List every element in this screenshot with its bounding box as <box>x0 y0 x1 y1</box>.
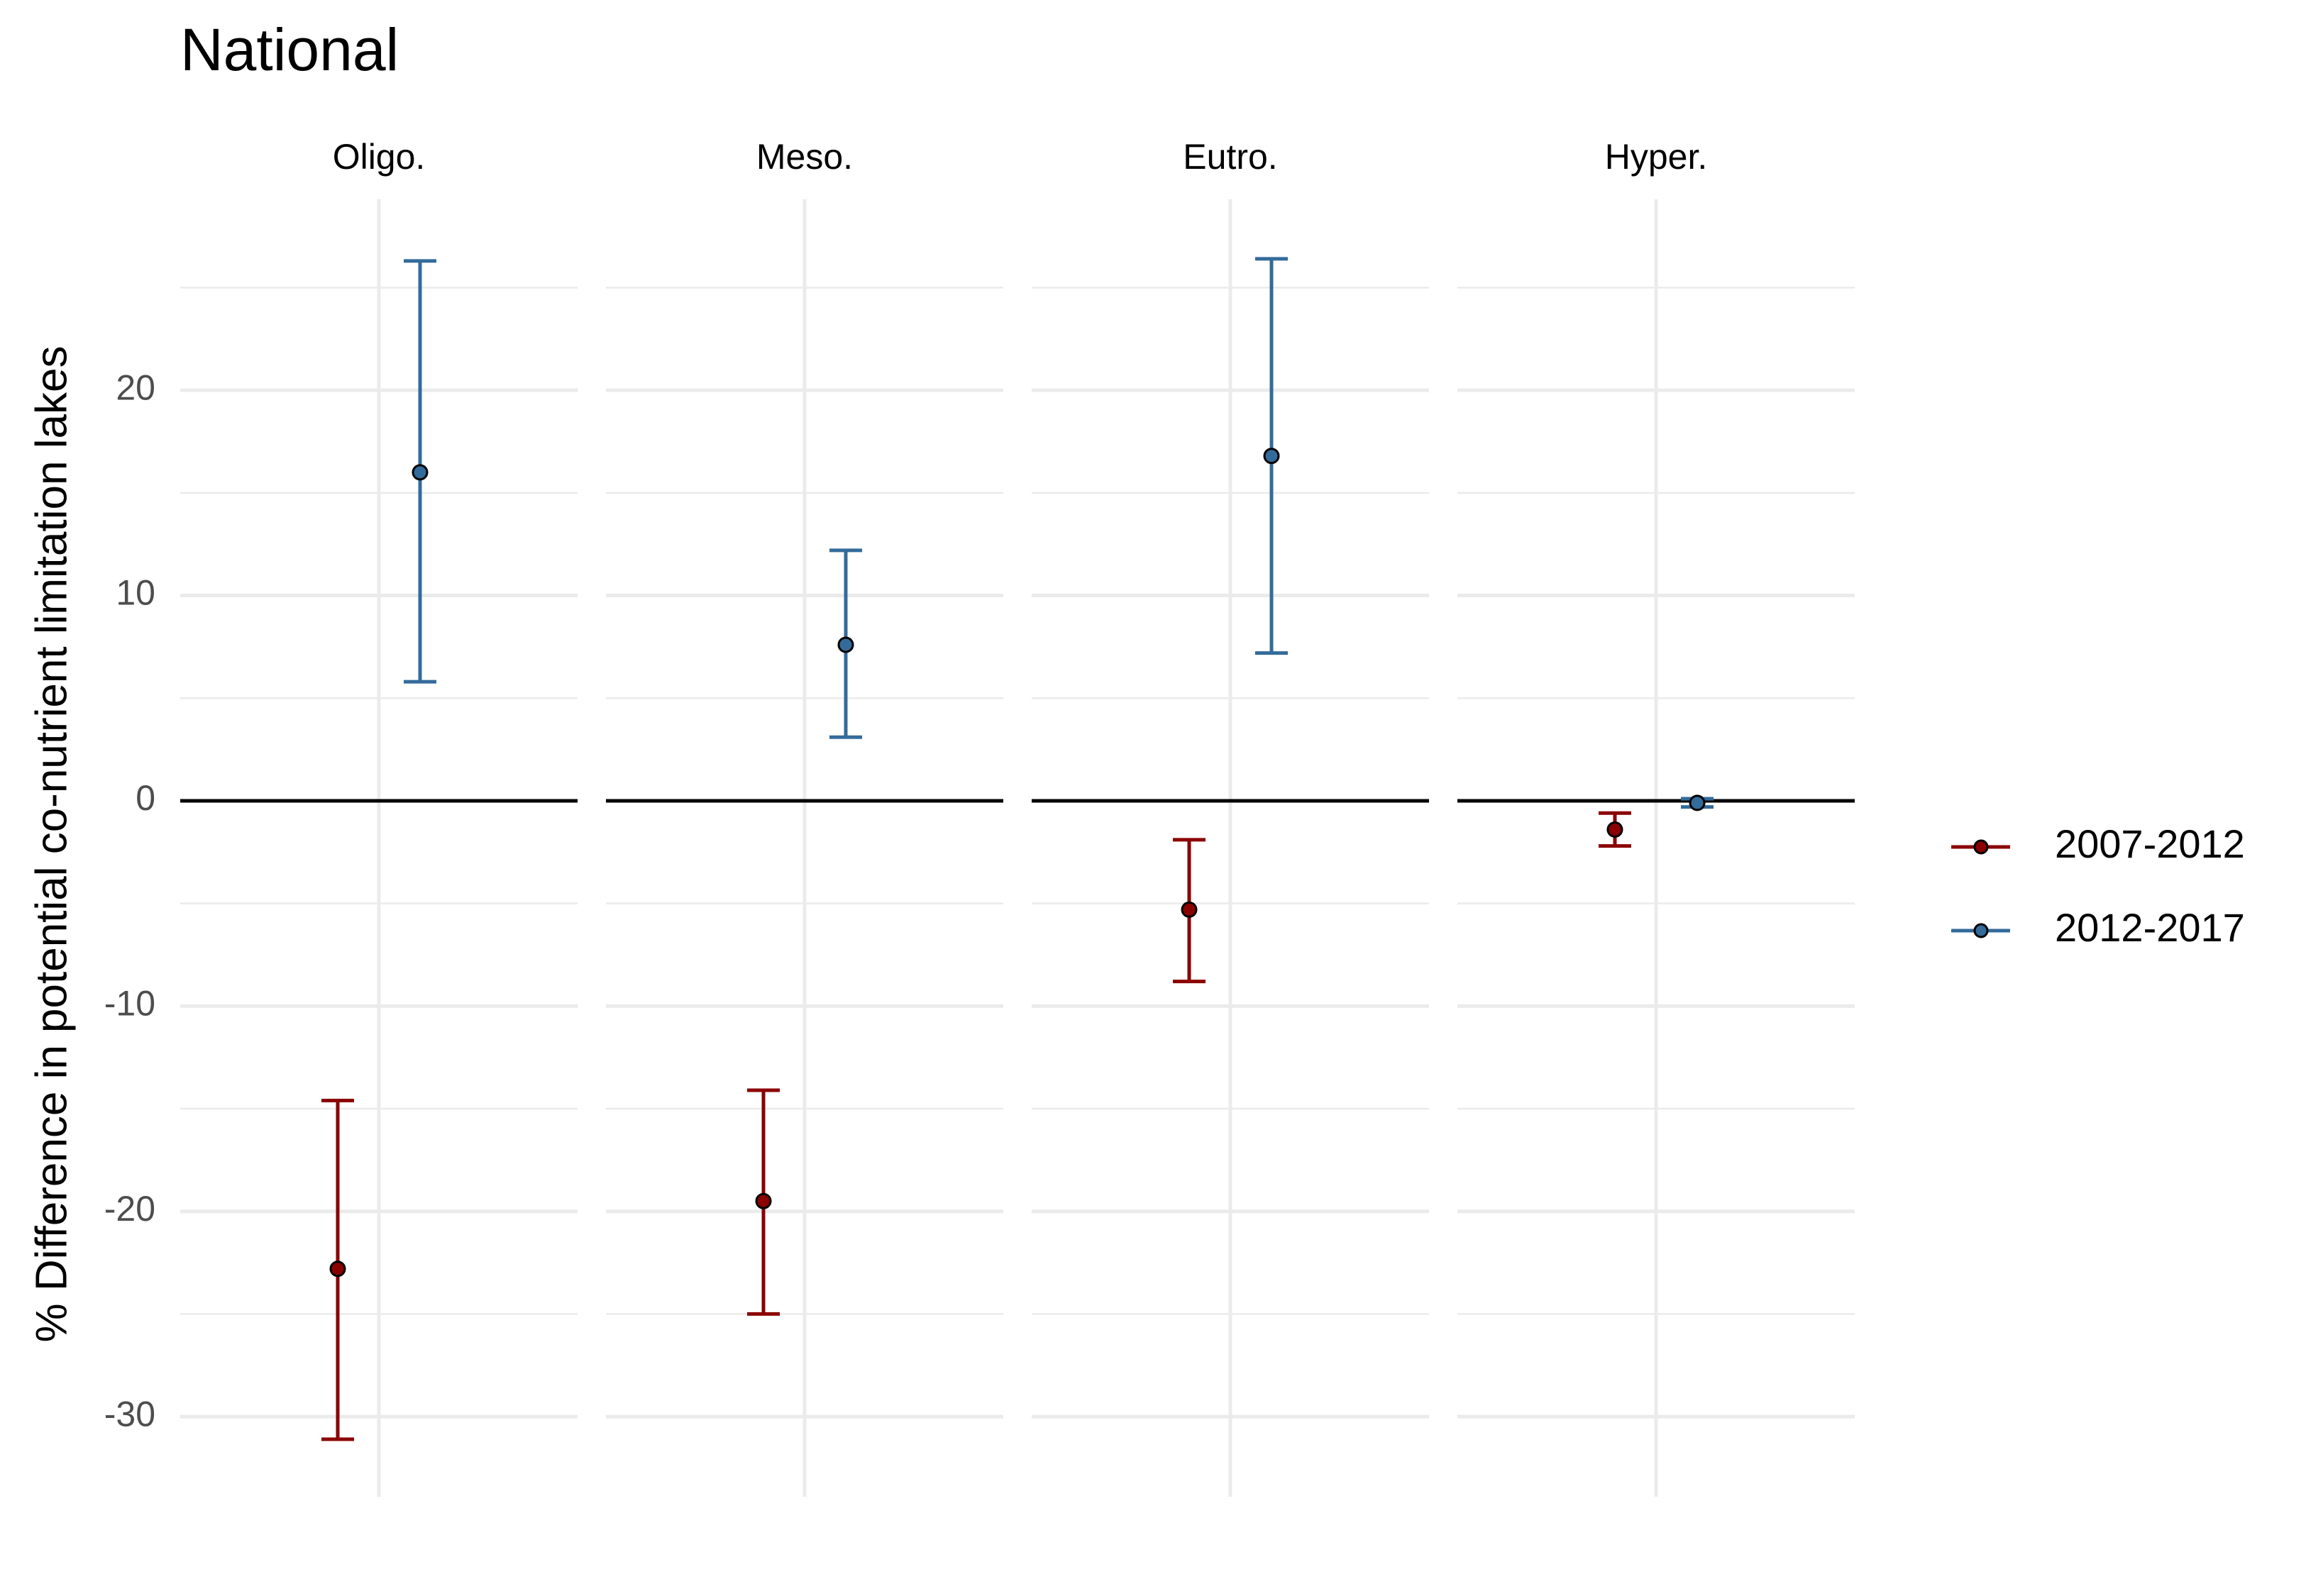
panel-label: Oligo. <box>333 137 426 177</box>
point <box>1689 794 1706 811</box>
chart-title: National <box>180 16 399 83</box>
y-tick-label: -10 <box>104 984 155 1024</box>
panel-label: Eutro. <box>1183 137 1277 177</box>
y-tick-label: 0 <box>136 778 155 818</box>
point <box>755 1192 772 1209</box>
point <box>1263 448 1280 465</box>
legend-label: 2007-2012 <box>2055 821 2245 866</box>
y-tick-label: -20 <box>104 1189 155 1229</box>
y-tick-label: 20 <box>116 367 155 407</box>
panel-label: Meso. <box>756 137 853 177</box>
y-tick-label: 10 <box>116 573 155 613</box>
y-axis-title: % Difference in potential co-nutrient li… <box>27 346 76 1343</box>
y-tick-label: -30 <box>104 1394 155 1434</box>
legend-point <box>1973 923 1989 938</box>
legend-label: 2012-2017 <box>2055 905 2245 950</box>
point <box>1606 821 1623 838</box>
panel-label: Hyper. <box>1605 137 1708 177</box>
point <box>1181 901 1198 918</box>
point <box>412 464 429 481</box>
point <box>329 1260 346 1278</box>
legend-point <box>1973 839 1989 855</box>
point <box>837 636 854 653</box>
